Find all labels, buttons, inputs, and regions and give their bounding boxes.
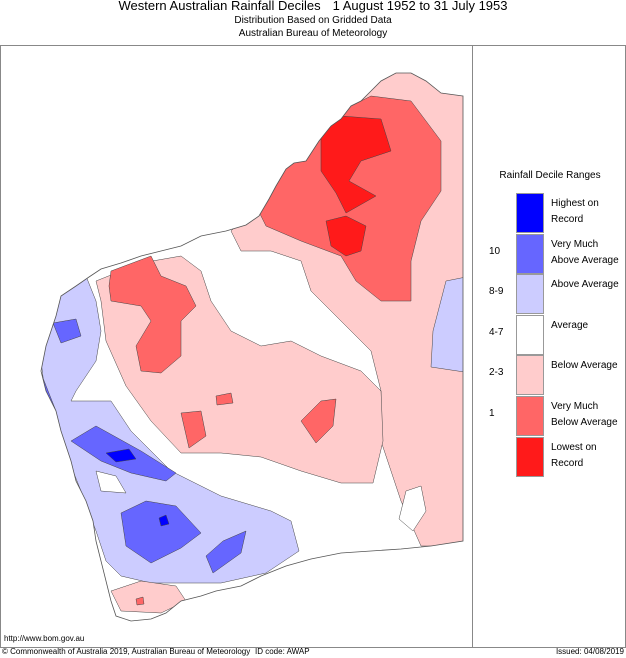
copyright-text: © Commonwealth of Australia 2019, Austra… [2, 647, 251, 656]
legend-swatch [516, 436, 544, 477]
region-highest-on-record [105, 448, 137, 463]
legend-swatch [516, 314, 544, 355]
source-url[interactable]: http://www.bom.gov.au [4, 634, 85, 643]
region-very-much-below-average [135, 596, 145, 606]
region-lowest-on-record [320, 115, 392, 214]
legend-decile: 4-7 [489, 326, 504, 338]
region-very-much-above-average [205, 530, 247, 574]
legend-decile: 10 [489, 245, 501, 257]
region-above-average [430, 275, 463, 374]
legend-label: Lowest on Record [551, 441, 597, 469]
legend-swatch [516, 274, 544, 315]
legend-label: Highest on Record [551, 198, 599, 225]
region-average [398, 485, 427, 532]
subtitle-1: Distribution Based on Gridded Data [234, 15, 392, 26]
region-very-much-below-average [300, 398, 337, 444]
legend-panel: Rainfall Decile Ranges Highest on Record… [472, 45, 626, 648]
legend-decile: 1 [489, 408, 495, 419]
subtitle-2: Australian Bureau of Meteorology [238, 28, 388, 39]
legend-decile: 2-3 [489, 367, 504, 379]
legend-title: Rainfall Decile Ranges [499, 170, 601, 181]
region-very-much-below-average [108, 255, 197, 374]
legend-label: Very Much Below Average [551, 401, 618, 428]
legend-label: Very Much Above Average [551, 238, 619, 266]
legend-decile: 8-9 [489, 286, 504, 298]
region-average [95, 470, 127, 494]
legend-label: Average [551, 319, 589, 331]
map-panel [0, 45, 473, 648]
region-very-much-above-average [120, 500, 202, 564]
period-text: 1 August 1952 to 31 July 1953 [332, 0, 508, 13]
issued-date: Issued: 04/08/2019 [555, 647, 624, 656]
region-very-much-below-average [215, 392, 234, 406]
title-text: Western Australian Rainfall Deciles [118, 0, 321, 13]
id-code: ID code: AWAP [255, 647, 310, 656]
coastline [40, 72, 464, 622]
legend-swatch [516, 355, 544, 396]
wa-map [40, 72, 464, 622]
legend-swatch [516, 396, 544, 436]
region-very-much-above-average [52, 318, 82, 344]
legend-swatch [516, 233, 544, 274]
region-very-much-below-average [180, 410, 207, 449]
map-title: Western Australian Rainfall Deciles 1 Aug… [0, 0, 626, 13]
legend-label: Above Average [551, 279, 619, 291]
region-highest-on-record [158, 514, 170, 527]
legend-swatch [516, 193, 544, 233]
region-lowest-on-record [325, 215, 367, 257]
legend-label: Below Average [551, 360, 618, 372]
